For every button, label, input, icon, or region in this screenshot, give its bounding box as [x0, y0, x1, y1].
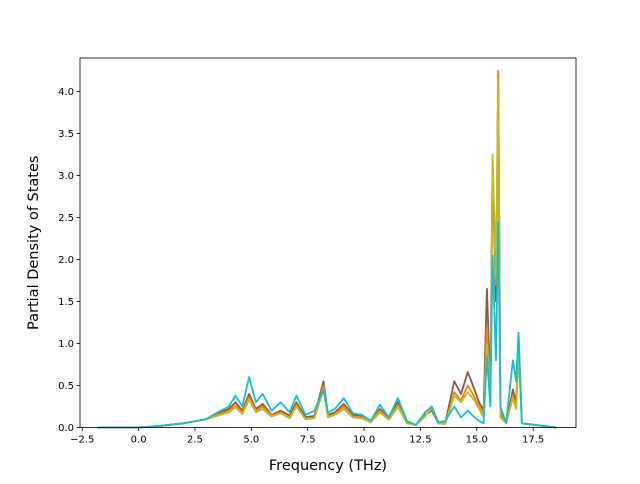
- y-tick-label: 0.0: [58, 423, 74, 434]
- series-line-4: [97, 220, 557, 429]
- x-tick-label: −2.5: [70, 435, 94, 446]
- x-tick-label: 2.5: [187, 435, 203, 446]
- y-tick-label: 2.0: [58, 255, 74, 266]
- y-axis: 0.0 0.5 1.0 1.5 2.0 2.5 3.0 3.5 4.0: [58, 87, 80, 434]
- y-tick-label: 0.5: [58, 381, 74, 392]
- x-tick-label: 17.5: [522, 435, 544, 446]
- series-line-3: [97, 78, 557, 429]
- x-tick-label: 12.5: [409, 435, 431, 446]
- x-tick-label: 10.0: [353, 435, 375, 446]
- plot-area: [80, 58, 576, 428]
- y-tick-label: 4.0: [58, 87, 74, 98]
- y-tick-label: 3.5: [58, 129, 74, 140]
- y-axis-label: Partial Density of States: [26, 156, 42, 330]
- y-tick-label: 1.5: [58, 297, 74, 308]
- y-tick-label: 1.0: [58, 339, 74, 350]
- x-tick-label: 15.0: [466, 435, 488, 446]
- x-tick-label: 7.5: [300, 435, 316, 446]
- plot-frame: [79, 57, 577, 428]
- x-axis-label: Frequency (THz): [269, 458, 387, 474]
- x-tick-label: 0.0: [131, 435, 147, 446]
- x-axis: −2.5 0.0 2.5 5.0 7.5 10.0 12.5 15.0 17.5: [70, 427, 544, 446]
- y-tick-label: 3.0: [58, 171, 74, 182]
- series-layer: [97, 69, 557, 429]
- x-tick-label: 5.0: [243, 435, 259, 446]
- y-tick-label: 2.5: [58, 213, 74, 224]
